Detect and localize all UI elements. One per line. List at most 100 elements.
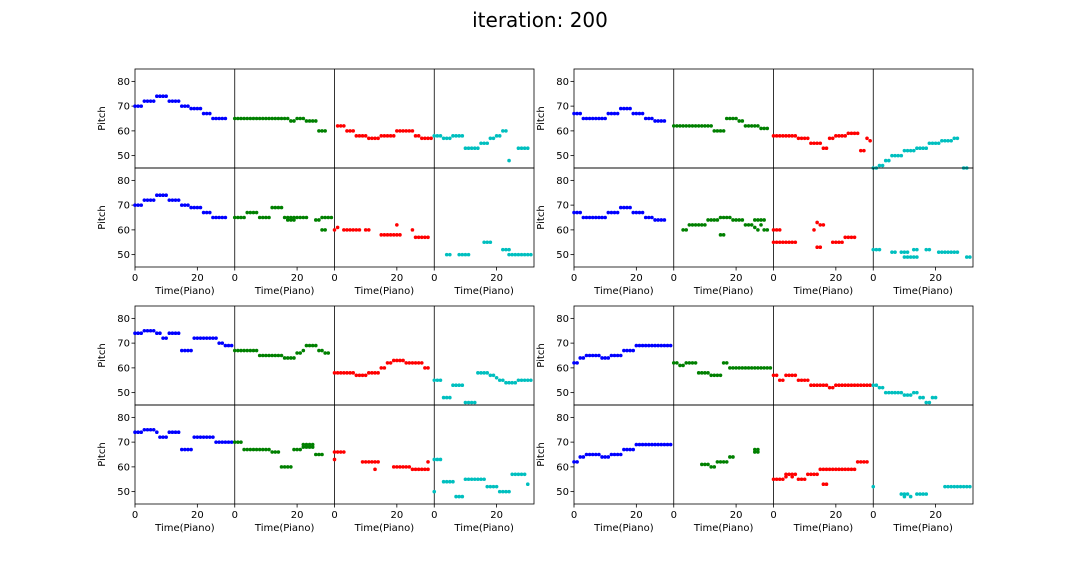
note-point	[790, 474, 794, 479]
note-point	[279, 465, 284, 469]
note-point	[170, 198, 175, 202]
note-point	[687, 223, 692, 227]
x-tick-label: 20	[730, 273, 743, 284]
note-point	[575, 210, 579, 215]
note-point	[787, 240, 791, 245]
note-point	[264, 447, 268, 452]
note-point	[762, 228, 766, 232]
note-point	[874, 383, 879, 388]
note-point	[615, 111, 620, 116]
note-point	[647, 442, 651, 447]
note-point	[799, 477, 804, 482]
note-point	[625, 106, 629, 111]
note-point	[161, 435, 165, 439]
note-point	[292, 119, 296, 123]
note-point	[267, 116, 271, 121]
note-point	[457, 494, 461, 499]
note-point	[784, 474, 788, 479]
note-point	[578, 210, 583, 215]
note-point	[718, 373, 723, 378]
note-point	[463, 252, 468, 257]
note-point	[245, 348, 250, 353]
note-point	[653, 119, 657, 123]
x-axis-label: Time(Piano)	[593, 523, 654, 534]
note-point	[802, 378, 807, 383]
note-point	[460, 494, 465, 499]
note-point	[827, 467, 832, 472]
note-point	[902, 148, 907, 153]
note-point	[485, 240, 490, 245]
note-point	[438, 378, 443, 383]
note-point	[204, 435, 209, 439]
x-tick-label: 20	[929, 273, 942, 284]
note-point	[849, 383, 854, 388]
note-point	[781, 378, 785, 383]
note-point	[809, 472, 813, 477]
note-point	[192, 435, 197, 439]
note-point	[279, 205, 284, 210]
note-point	[634, 343, 639, 348]
note-point	[756, 366, 760, 370]
note-point	[731, 218, 735, 222]
note-point	[273, 205, 278, 210]
note-point	[721, 215, 726, 220]
y-tick-label: 80	[556, 413, 569, 424]
note-point	[242, 447, 246, 452]
note-point	[385, 233, 390, 237]
note-point	[905, 492, 910, 496]
note-point	[905, 250, 910, 254]
note-point	[868, 383, 872, 388]
note-point	[681, 124, 685, 128]
note-point	[289, 356, 293, 360]
note-point	[921, 146, 925, 150]
note-point	[423, 467, 427, 472]
note-point	[756, 447, 760, 452]
note-point	[195, 336, 200, 340]
x-axis-label: Time(Piano)	[254, 286, 315, 297]
note-point	[756, 450, 760, 454]
note-point	[887, 390, 891, 395]
x-axis-label: Time(Piano)	[254, 523, 315, 534]
note-point	[482, 477, 486, 482]
note-point	[482, 371, 486, 375]
note-point	[466, 400, 471, 405]
note-point	[880, 163, 885, 168]
x-tick-label: 20	[829, 273, 842, 284]
note-point	[634, 442, 639, 447]
note-point	[955, 250, 960, 254]
note-point	[285, 356, 290, 360]
note-point	[516, 378, 521, 383]
note-point	[618, 452, 623, 457]
note-point	[395, 129, 399, 133]
note-point	[441, 395, 446, 400]
note-point	[457, 252, 461, 257]
note-point	[840, 467, 844, 472]
note-point	[834, 467, 838, 472]
note-point	[145, 198, 150, 202]
note-point	[320, 129, 324, 133]
note-point	[314, 218, 318, 222]
note-point	[896, 153, 900, 158]
note-point	[363, 460, 368, 464]
note-point	[301, 348, 306, 353]
note-point	[173, 430, 178, 435]
x-tick-label: 0	[132, 273, 138, 284]
note-point	[310, 343, 315, 348]
note-point	[712, 465, 717, 469]
note-point	[600, 116, 604, 121]
note-point	[600, 356, 604, 360]
note-point	[612, 452, 617, 457]
note-point	[429, 136, 433, 141]
note-point	[301, 215, 306, 220]
note-point	[737, 218, 742, 222]
note-point	[494, 484, 499, 489]
note-point	[777, 134, 782, 138]
note-point	[373, 136, 377, 141]
note-point	[893, 153, 897, 158]
note-point	[961, 484, 966, 489]
note-point	[681, 228, 685, 232]
note-point	[208, 210, 212, 215]
note-point	[201, 435, 206, 439]
note-point	[167, 99, 172, 103]
note-point	[236, 116, 240, 121]
